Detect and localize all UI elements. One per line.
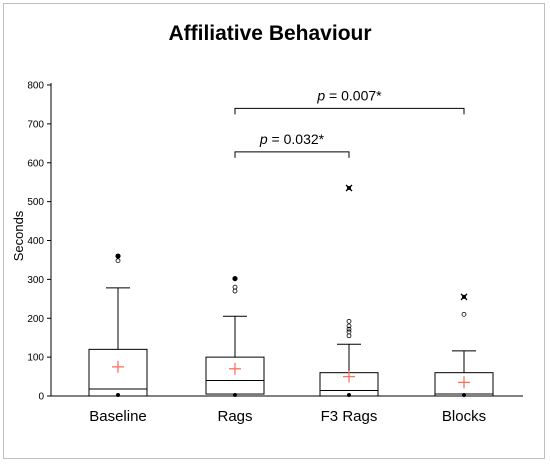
p-value-text: = 0.007*	[325, 87, 382, 103]
x-tick-label: Rags	[217, 408, 252, 425]
min-marker	[233, 393, 237, 397]
x-tick-label: Blocks	[442, 408, 486, 425]
box-group	[205, 275, 265, 397]
y-tick-label: 200	[27, 314, 44, 325]
y-tick-label: 500	[27, 197, 44, 208]
bracket-line	[234, 151, 350, 158]
y-axis-label-group: Seconds	[11, 210, 26, 261]
outlier-point	[232, 288, 238, 294]
min-marker	[116, 393, 120, 397]
y-tick-label: 300	[27, 275, 44, 286]
extreme-point	[115, 253, 121, 259]
extreme-marker-dot	[347, 186, 351, 191]
y-tick-label: 0	[38, 392, 44, 403]
chart-frame: Affiliative Behaviour Seconds 0 100 200 300…	[3, 3, 545, 459]
outlier-point	[232, 284, 238, 290]
p-value-text: = 0.032*	[268, 131, 325, 147]
boxes	[88, 184, 494, 397]
x-tick-label: F3 Rags	[321, 408, 378, 425]
outlier-point	[461, 311, 467, 317]
significance-bracket: p = 0.032*	[234, 131, 350, 158]
box-iqr	[205, 356, 265, 395]
p-symbol: p	[316, 87, 325, 103]
outlier-point	[115, 258, 121, 264]
extreme-point	[232, 275, 238, 282]
outlier-point	[346, 323, 352, 329]
outlier-point	[346, 333, 352, 339]
y-ticks: 0 100 200 300 400 500 600 700 800	[27, 81, 51, 403]
y-tick-label: 700	[27, 119, 44, 130]
y-tick-label: 800	[27, 81, 44, 92]
min-marker	[462, 393, 466, 397]
min-marker	[347, 393, 351, 397]
box-group	[88, 253, 148, 397]
y-tick-label: 600	[27, 158, 44, 169]
outlier-point	[346, 326, 352, 332]
y-tick-label: 400	[27, 236, 44, 247]
significance-annotations: p = 0.032*p = 0.007*	[234, 87, 465, 158]
box-group	[434, 293, 494, 397]
outlier-point	[346, 318, 352, 324]
bracket-line	[234, 107, 465, 115]
p-value-label: p = 0.007*	[316, 87, 382, 103]
y-tick-label: 100	[27, 353, 44, 364]
x-tick-label: Baseline	[89, 408, 147, 425]
chart-title: Affiliative Behaviour	[168, 22, 371, 45]
extreme-marker-dot	[462, 294, 466, 299]
p-value-label: p = 0.032*	[259, 131, 325, 147]
y-axis-label: Seconds	[11, 210, 26, 261]
x-ticks: Baseline Rags F3 Rags Blocks	[89, 408, 486, 425]
box-group	[319, 184, 379, 397]
p-symbol: p	[259, 131, 268, 147]
outlier-point	[346, 329, 352, 335]
box-plot-chart: Affiliative Behaviour Seconds 0 100 200 300…	[11, 22, 523, 425]
significance-bracket: p = 0.007*	[234, 87, 465, 115]
